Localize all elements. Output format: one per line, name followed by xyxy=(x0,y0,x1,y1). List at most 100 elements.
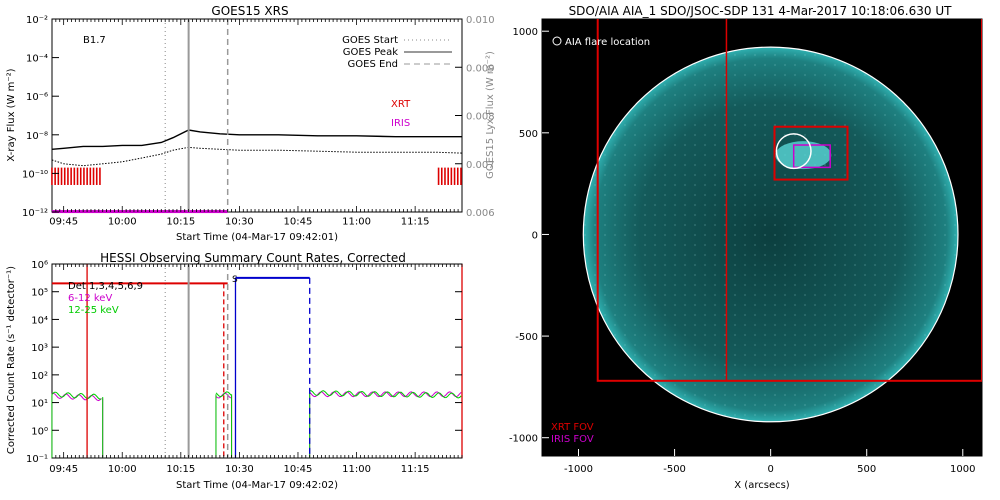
goes-iris-bar xyxy=(51,210,228,214)
x-tick-label: 10:15 xyxy=(166,464,195,475)
goes-y-label: X-ray Flux (W m⁻²) xyxy=(6,68,17,161)
hessi-series-12-25-keV xyxy=(51,391,102,400)
goes-class-label: B1.7 xyxy=(83,35,106,46)
x-tick-label: 11:15 xyxy=(401,464,430,475)
aia-x-label: X (arcsecs) xyxy=(734,480,790,491)
x-tick-label: -1000 xyxy=(564,464,593,475)
hessi-y-ticks: 10⁶ 10⁵ 10⁴ 10³ 10² 10¹ 10⁰ 10⁻¹ xyxy=(26,260,462,465)
flare-legend-icon xyxy=(552,36,562,46)
y-tick-label: 10⁵ xyxy=(31,288,48,299)
y-tick-label: 0 xyxy=(532,230,538,241)
y-tick-label: 10⁻¹² xyxy=(22,208,48,219)
hessi-legend-6-12: 6-12 keV xyxy=(68,293,112,304)
xrt-fov-small xyxy=(773,125,849,181)
goes-x-label: Start Time (04-Mar-17 09:42:01) xyxy=(176,232,338,243)
y2-tick-label: 0.006 xyxy=(466,208,495,219)
y2-tick-label: 0.009 xyxy=(466,63,495,74)
aia-xrt-legend: XRT FOV xyxy=(551,422,594,433)
y-tick-label: 10⁻¹ xyxy=(26,454,48,465)
goes-y2-ticks: 0.010 0.009 0.008 0.007 0.006 xyxy=(455,15,495,219)
hessi-s-marker: S xyxy=(232,275,238,285)
hessi-series-6-12-keV xyxy=(309,391,462,398)
y-tick-label: 10⁰ xyxy=(31,426,48,437)
y2-tick-label: 0.010 xyxy=(466,15,495,26)
hessi-series-6-12-keV xyxy=(215,392,232,399)
hessi-legend-det: Det 1,3,4,5,6,9 xyxy=(68,281,143,292)
x-tick-label: 11:00 xyxy=(342,464,371,475)
x-tick-label: 10:45 xyxy=(284,217,313,228)
goes-title: GOES15 XRS xyxy=(211,4,288,18)
goes-legend-start: GOES Start xyxy=(342,35,398,46)
y-tick-label: 10⁴ xyxy=(31,315,48,326)
hessi-series-group xyxy=(51,390,463,458)
x-tick-label: 10:00 xyxy=(108,217,137,228)
x-tick-label: 11:15 xyxy=(401,217,430,228)
y-tick-label: 10⁻⁴ xyxy=(26,54,48,65)
y-tick-label: 10² xyxy=(31,371,48,382)
y-tick-label: -1000 xyxy=(509,434,538,445)
aia-panel: SDO/AIA AIA_1 SDO/JSOC-SDP 131 4-Mar-201… xyxy=(509,4,983,491)
x-tick-label: 10:15 xyxy=(166,217,195,228)
goes-series-group xyxy=(51,129,463,167)
hessi-y-label: Corrected Count Rate (s⁻¹ detector⁻¹) xyxy=(6,266,17,454)
goes-plot-frame xyxy=(51,18,463,213)
goes-y2-label: GOES15 Lyx Flux (W m⁻²) xyxy=(485,51,496,179)
y-tick-label: 1000 xyxy=(513,27,538,38)
y-tick-label: 10¹ xyxy=(31,399,48,410)
x-tick-label: 500 xyxy=(857,464,876,475)
y2-tick-label: 0.008 xyxy=(466,112,495,123)
aia-flare-legend: AIA flare location xyxy=(565,37,650,48)
goes-legend-end: GOES End xyxy=(348,59,398,70)
x-tick-label: -500 xyxy=(663,464,686,475)
hessi-legend-12-25: 12-25 keV xyxy=(68,305,119,316)
x-tick-label: 10:30 xyxy=(225,217,254,228)
x-tick-label: 1000 xyxy=(950,464,975,475)
sun-limb-outline xyxy=(582,46,959,423)
hessi-series-6-12-keV xyxy=(51,392,102,402)
xrt-fov-mid xyxy=(725,19,982,382)
goes-series-short xyxy=(51,146,463,167)
x-tick-label: 0 xyxy=(767,464,773,475)
sun-coordinate-grid xyxy=(583,47,958,422)
goes-x-ticks: 09:45 10:00 10:15 10:30 10:45 11:00 11:15 xyxy=(49,19,463,228)
y-tick-label: 10⁻⁸ xyxy=(26,131,48,142)
y-tick-label: 10⁻⁶ xyxy=(26,92,48,103)
hessi-panel: HESSI Observing Summary Count Rates, Cor… xyxy=(6,251,463,491)
x-tick-label: 09:45 xyxy=(49,217,78,228)
x-tick-label: 10:45 xyxy=(284,464,313,475)
x-tick-label: 11:00 xyxy=(342,217,371,228)
goes-y-ticks: 10⁻² 10⁻⁴ 10⁻⁶ 10⁻⁸ 10⁻¹⁰ 10⁻¹² xyxy=(22,15,59,219)
active-region-bright xyxy=(775,141,832,170)
goes-legend-peak: GOES Peak xyxy=(343,47,398,58)
goes-xrt-bars xyxy=(51,167,462,185)
y2-tick-label: 0.007 xyxy=(466,160,495,171)
hessi-bars xyxy=(51,276,310,285)
y-tick-label: -500 xyxy=(515,332,538,343)
x-tick-label: 10:00 xyxy=(108,464,137,475)
goes-series-long xyxy=(51,129,462,150)
goes-iris-annotation: IRIS xyxy=(391,118,410,129)
aia-title: SDO/AIA AIA_1 SDO/JSOC-SDP 131 4-Mar-201… xyxy=(569,4,953,18)
hessi-series-12-25-keV xyxy=(309,390,462,399)
y-tick-label: 10⁻² xyxy=(26,15,48,26)
goes-xrt-annotation: XRT xyxy=(391,99,411,110)
hessi-vlines xyxy=(86,264,463,458)
hessi-series-12-25-keV xyxy=(215,391,232,398)
hessi-x-ticks: 09:45 10:00 10:15 10:30 10:45 11:00 11:15 xyxy=(49,264,463,475)
y-tick-label: 10³ xyxy=(31,343,48,354)
y-tick-label: 500 xyxy=(519,129,538,140)
hessi-x-label: Start Time (04-Mar-17 09:42:02) xyxy=(176,480,338,491)
flare-location-circle xyxy=(775,133,812,170)
hessi-plot-frame xyxy=(51,263,463,459)
x-tick-label: 10:30 xyxy=(225,464,254,475)
aia-iris-legend: IRIS FOV xyxy=(551,434,594,445)
aia-x-ticks: -1000 -500 0 500 1000 xyxy=(564,449,976,475)
aia-y-ticks: 1000 500 0 -500 -1000 xyxy=(509,27,549,445)
y-tick-label: 10⁻¹⁰ xyxy=(22,169,48,180)
iris-fov-box xyxy=(792,144,831,169)
x-tick-label: 09:45 xyxy=(49,464,78,475)
y-tick-label: 10⁶ xyxy=(31,260,48,271)
hessi-title: HESSI Observing Summary Count Rates, Cor… xyxy=(100,251,406,265)
aia-image-content xyxy=(582,19,982,423)
